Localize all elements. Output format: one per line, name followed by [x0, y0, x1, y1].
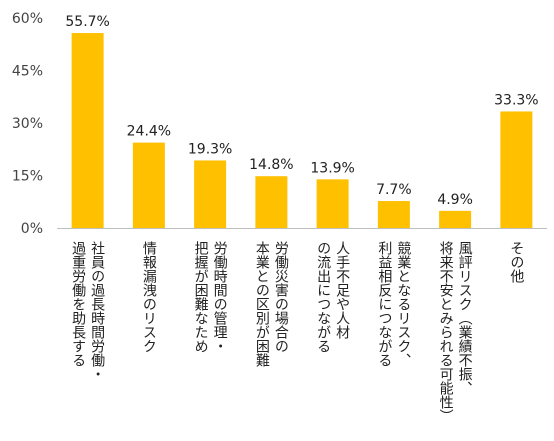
category-label: 利益相反につながる: [376, 241, 392, 367]
y-tick-label: 30%: [12, 116, 43, 132]
bar: [71, 33, 104, 228]
category-label: 過重労働を助長する: [70, 241, 86, 367]
data-label: 14.8%: [249, 157, 293, 173]
category-label: 労働時間の管理・: [212, 241, 228, 353]
bar: [194, 160, 227, 228]
bar: [255, 176, 288, 228]
y-tick-label: 15%: [12, 169, 43, 185]
data-label-layer: 55.7% 24.4% 19.3% 14.8% 13.9% 7.7% 4.9% 33.3%: [65, 14, 538, 208]
category-label: 人手不足や人材: [334, 241, 350, 339]
bar: [377, 201, 410, 228]
data-label: 19.3%: [188, 141, 232, 157]
data-label: 4.9%: [437, 192, 473, 208]
data-label: 13.9%: [310, 160, 354, 176]
data-label: 55.7%: [65, 14, 109, 30]
y-tick-label: 45%: [12, 64, 43, 80]
data-label: 7.7%: [376, 182, 412, 198]
bar-layer: [71, 33, 533, 228]
category-label: 風評リスク（業績不振、: [457, 241, 473, 395]
category-label: 競業となるリスク、: [395, 241, 411, 367]
category-label: 労働災害の場合の: [273, 241, 289, 353]
y-tick-label: 60%: [12, 11, 43, 27]
bar: [132, 142, 165, 228]
data-label: 24.4%: [127, 124, 171, 140]
category-label-layer: 社員の過長時間労働・過重労働を助長する 情報漏洩のリスク 労働時間の管理・把握が困難…: [70, 241, 524, 423]
category-label: 本業との区別が困難: [254, 241, 270, 367]
bar: [500, 111, 533, 228]
data-label: 33.3%: [494, 92, 538, 108]
y-tick-label: 0%: [21, 221, 43, 237]
bar: [316, 179, 349, 228]
category-label: の流出につながる: [315, 241, 331, 353]
category-label: 社員の過長時間労働・: [89, 241, 105, 381]
bar: [439, 210, 472, 228]
category-label: その他: [508, 241, 524, 284]
category-label: 将来不安とみられる可能性）: [438, 241, 454, 423]
axis-layer: 0% 15% 30% 45% 60%: [12, 11, 547, 237]
category-label: 情報漏洩のリスク: [141, 241, 157, 353]
category-label: 把握が困難なため: [193, 241, 209, 353]
